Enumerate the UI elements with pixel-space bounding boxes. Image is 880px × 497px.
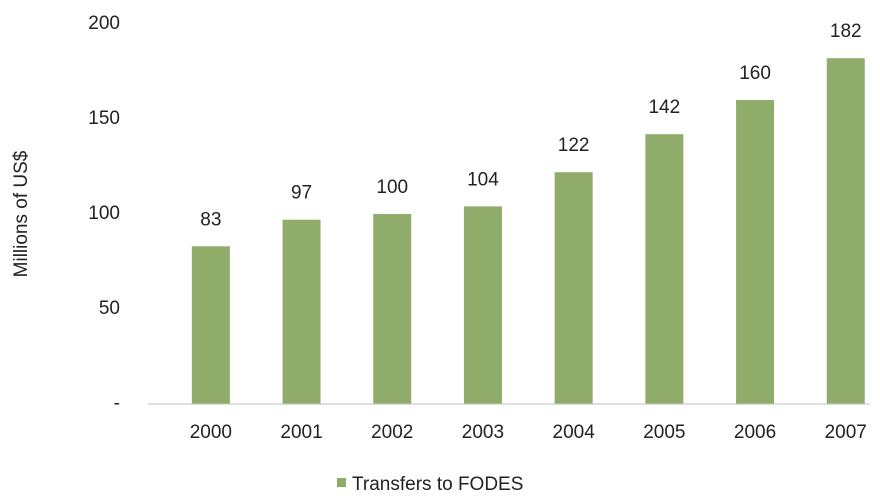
y-tick-label: 50 xyxy=(99,298,120,319)
bar xyxy=(554,172,593,404)
data-label: 122 xyxy=(558,135,590,156)
data-label: 83 xyxy=(200,209,221,230)
bar xyxy=(826,58,865,404)
data-label: 97 xyxy=(291,183,312,204)
y-tick-label: 200 xyxy=(88,13,120,34)
bar xyxy=(191,246,230,404)
x-tick-label: 2005 xyxy=(643,422,685,443)
y-tick-label: 100 xyxy=(88,203,120,224)
data-label: 104 xyxy=(467,169,499,190)
data-label: 100 xyxy=(376,177,408,198)
bar xyxy=(463,206,502,404)
x-tick-label: 2006 xyxy=(734,422,776,443)
y-axis-label: Millions of US$ xyxy=(11,150,32,277)
legend-label: Transfers to FODES xyxy=(352,474,523,495)
x-tick-label: 2002 xyxy=(371,422,413,443)
data-label: 160 xyxy=(739,63,771,84)
x-tick-label: 2004 xyxy=(553,422,596,443)
legend-swatch xyxy=(337,478,346,487)
x-tick-label: 2000 xyxy=(190,422,232,443)
data-label: 182 xyxy=(830,21,862,42)
x-tick-label: 2007 xyxy=(825,422,867,443)
x-tick-label: 2003 xyxy=(462,422,504,443)
y-tick-label: 150 xyxy=(88,108,120,129)
bar xyxy=(373,214,412,404)
bar xyxy=(282,219,321,404)
bar xyxy=(645,134,684,404)
x-tick-label: 2001 xyxy=(280,422,322,443)
bar xyxy=(736,100,775,404)
data-label: 142 xyxy=(648,97,680,118)
y-tick-label: - xyxy=(114,393,120,414)
